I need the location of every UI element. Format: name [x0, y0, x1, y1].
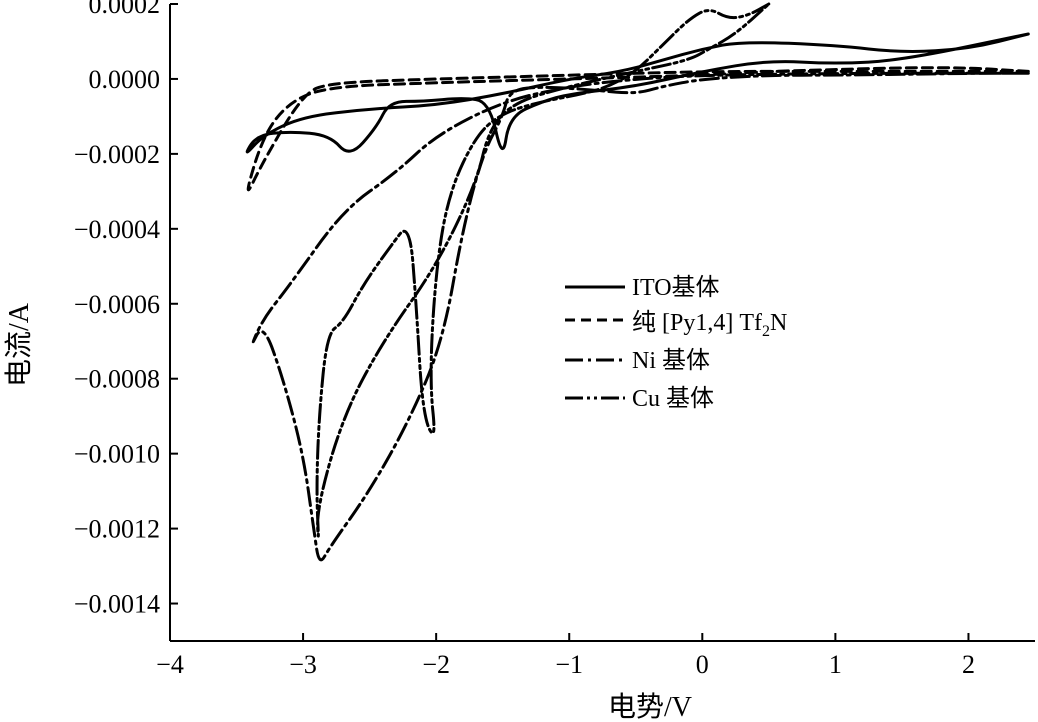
x-axis-ticks: −4 −3 −2 −1 0 1 2	[156, 633, 975, 679]
y-tick-label: 0.0002	[89, 0, 161, 19]
legend-label-pure-il: 纯 [Py1,4] Tf2N	[632, 309, 787, 340]
plot-series	[245, 2, 1030, 562]
x-tick-label: −4	[156, 650, 184, 679]
y-tick-label: −0.0004	[74, 215, 160, 244]
legend-label-ito: ITO基体	[632, 274, 720, 301]
x-axis-title: 电势/V	[608, 691, 692, 722]
y-tick-label: −0.0014	[74, 590, 160, 619]
x-tick-label: −2	[422, 650, 450, 679]
y-tick-label: −0.0012	[74, 515, 160, 544]
series-curve-2	[251, 71, 1030, 562]
y-tick-label: −0.0002	[74, 140, 160, 169]
series-curve-0	[245, 32, 1030, 154]
x-tick-label: 0	[696, 650, 709, 679]
series-curve-3	[315, 2, 771, 538]
chart-legend: ITO基体 纯 [Py1,4] Tf2N Ni 基体 Cu 基体	[565, 274, 787, 412]
y-axis-ticks: 0.0002 0.0000 −0.0002 −0.0004 −0.0006 −0.0008…	[74, 0, 178, 619]
legend-label-cu: Cu 基体	[632, 385, 714, 412]
plot-axes	[169, 4, 1035, 642]
legend-label-ni: Ni 基体	[632, 347, 710, 374]
series-curve-1	[246, 66, 1030, 192]
y-tick-label: −0.0010	[74, 440, 160, 469]
legend-label-pure-il-sub: 2	[762, 323, 770, 340]
x-tick-label: 1	[829, 650, 842, 679]
x-tick-label: −3	[289, 650, 317, 679]
y-tick-label: −0.0008	[74, 365, 160, 394]
y-tick-label: 0.0000	[89, 65, 161, 94]
legend-label-pure-il-tail: N	[770, 310, 787, 336]
y-tick-label: −0.0006	[74, 290, 160, 319]
y-axis-title: 电流/A	[3, 302, 35, 387]
x-tick-label: 2	[962, 650, 975, 679]
x-tick-label: −1	[555, 650, 583, 679]
legend-label-pure-il-main: 纯 [Py1,4] Tf	[632, 309, 762, 336]
